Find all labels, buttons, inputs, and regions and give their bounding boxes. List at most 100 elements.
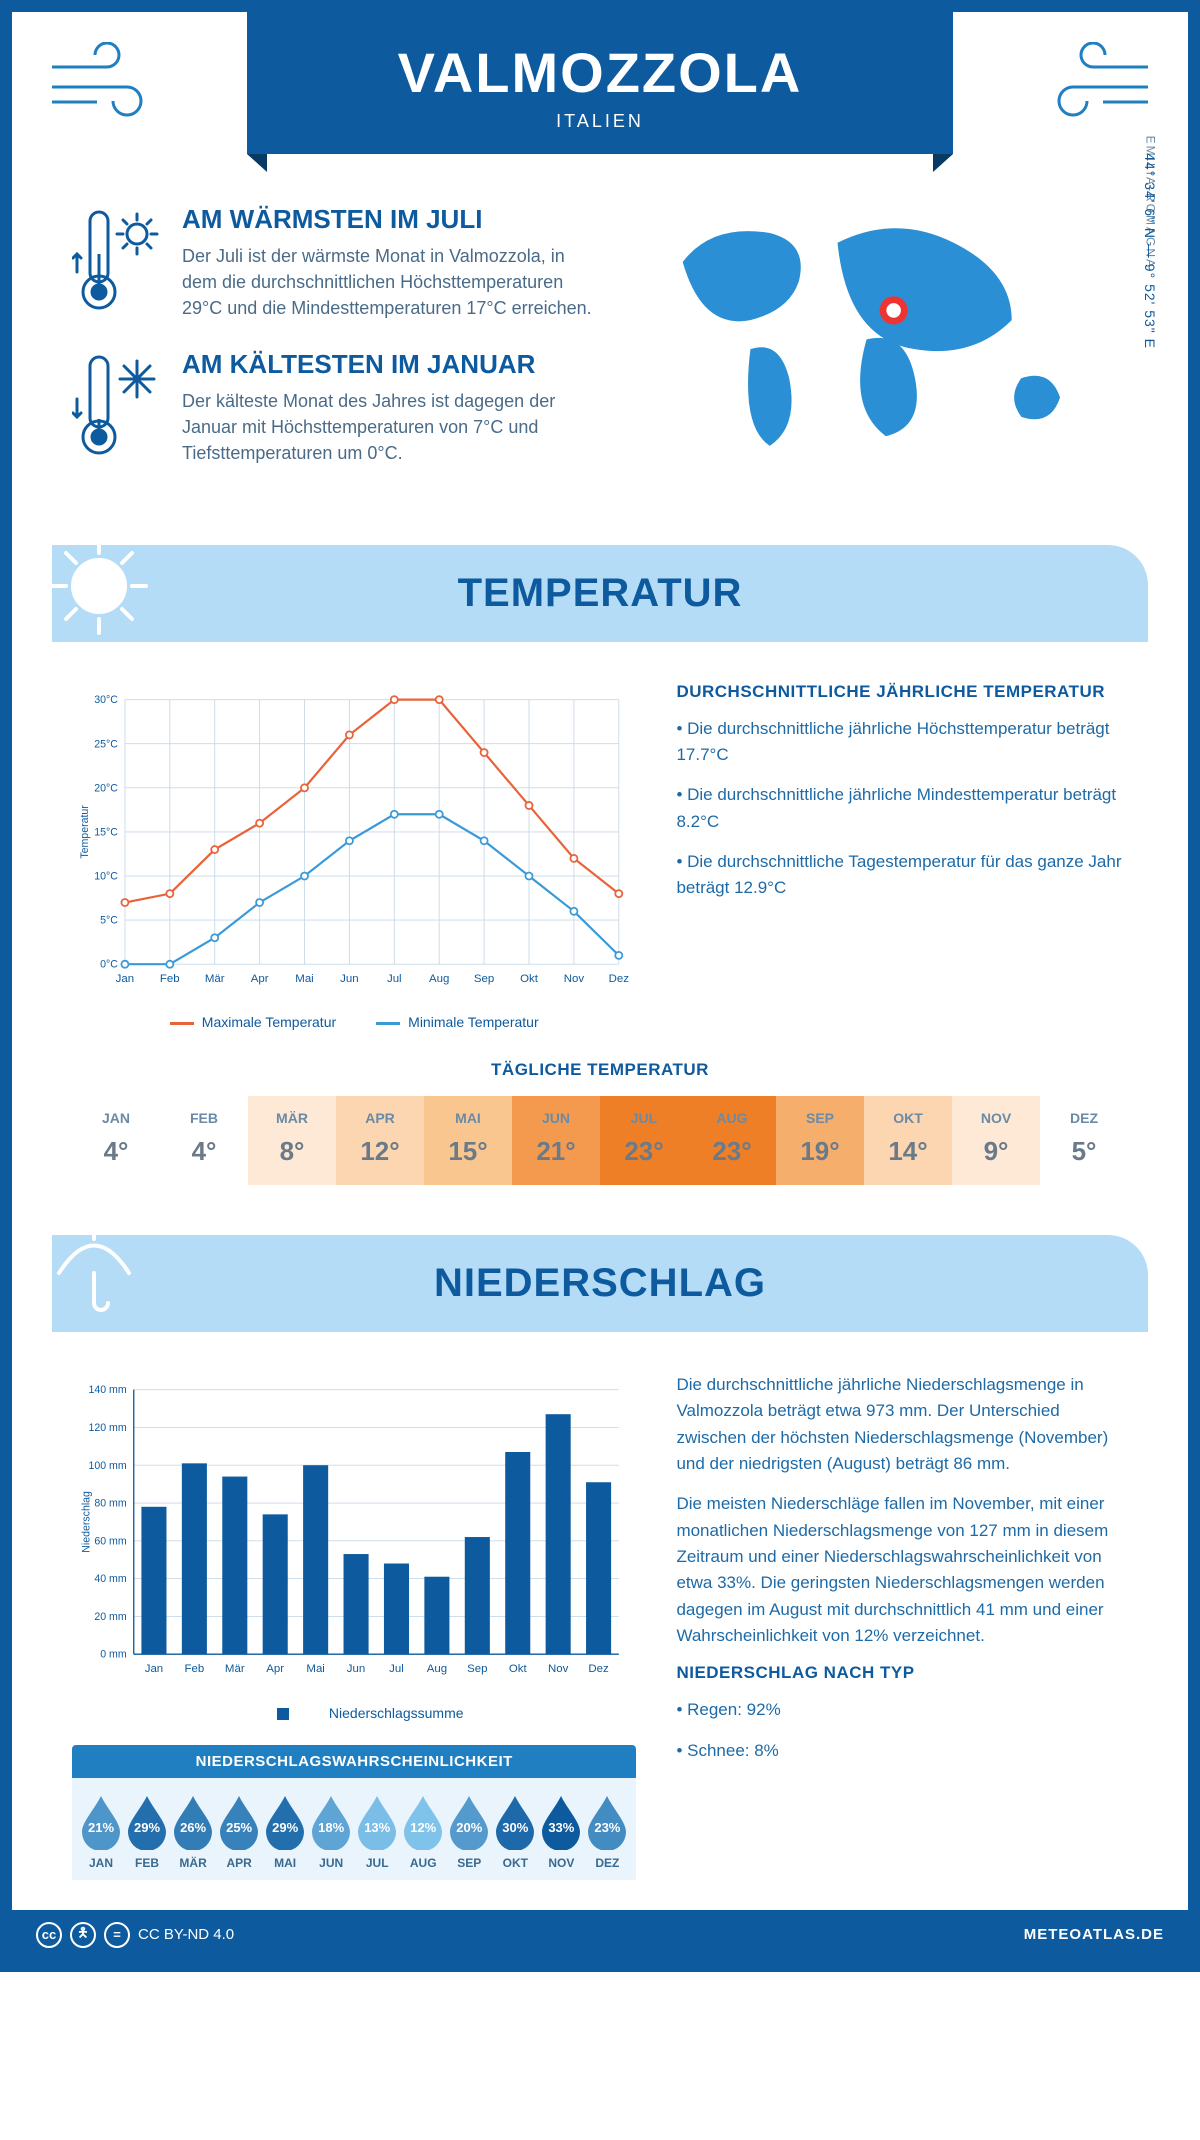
precip-type-heading: NIEDERSCHLAG NACH TYP (676, 1663, 1128, 1683)
svg-text:Nov: Nov (548, 1663, 569, 1675)
svg-text:Sep: Sep (467, 1663, 487, 1675)
wind-decoration-left-icon (42, 42, 162, 127)
daily-temp-cell: JUL23° (600, 1096, 688, 1185)
svg-text:Dez: Dez (609, 972, 630, 984)
site-name: METEOATLAS.DE (1024, 1926, 1164, 1943)
svg-text:80 mm: 80 mm (94, 1498, 127, 1510)
temperature-text-col: DURCHSCHNITTLICHE JÄHRLICHE TEMPERATUR •… (676, 682, 1128, 1030)
precip-probability-block: NIEDERSCHLAGSWAHRSCHEINLICHKEIT 21%JAN29… (72, 1745, 636, 1880)
temp-bullet-2: • Die durchschnittliche Tagestemperatur … (676, 849, 1128, 902)
svg-text:40 mm: 40 mm (94, 1573, 127, 1585)
temperature-legend: Maximale Temperatur Minimale Temperatur (72, 1014, 636, 1030)
svg-text:Feb: Feb (160, 972, 180, 984)
world-map-icon (644, 204, 1128, 456)
svg-text:Okt: Okt (520, 972, 539, 984)
intro-section: AM WÄRMSTEN IM JULI Der Juli ist der wär… (12, 154, 1188, 525)
svg-text:60 mm: 60 mm (94, 1535, 127, 1547)
svg-text:Feb: Feb (184, 1663, 204, 1675)
header-banner: VALMOZZOLA ITALIEN (247, 12, 953, 154)
daily-temperature-block: TÄGLICHE TEMPERATUR JAN4°FEB4°MÄR8°APR12… (12, 1050, 1188, 1215)
precip-prob-cell: 29%MAI (262, 1792, 308, 1870)
precip-prob-cell: 12%AUG (400, 1792, 446, 1870)
svg-text:120 mm: 120 mm (88, 1422, 126, 1434)
precip-prob-cell: 18%JUN (308, 1792, 354, 1870)
svg-text:Jul: Jul (387, 972, 402, 984)
precip-text-col: Die durchschnittliche jährliche Niedersc… (676, 1372, 1128, 1879)
svg-text:100 mm: 100 mm (88, 1460, 126, 1472)
svg-text:5°C: 5°C (100, 914, 118, 926)
fact-coldest: AM KÄLTESTEN IM JANUAR Der kälteste Mona… (72, 349, 604, 466)
precip-p1: Die durchschnittliche jährliche Niedersc… (676, 1372, 1128, 1477)
svg-text:Mär: Mär (205, 972, 225, 984)
thermometer-hot-icon (72, 204, 162, 321)
cc-icon: cc (36, 1922, 62, 1948)
section-title-temperature: TEMPERATUR (52, 571, 1148, 616)
svg-text:Temperatur: Temperatur (79, 804, 91, 858)
svg-text:0°C: 0°C (100, 958, 118, 970)
precip-prob-cell: 30%OKT (492, 1792, 538, 1870)
precip-row: 0 mm 20 mm 40 mm 60 mm 80 mm 100 mm 120 mm 140 … (12, 1352, 1188, 1899)
by-icon: 🯅 (70, 1922, 96, 1948)
legend-min: Minimale Temperatur (376, 1014, 538, 1030)
precip-legend: Niederschlagssumme (72, 1705, 636, 1721)
svg-text:Jul: Jul (389, 1663, 404, 1675)
svg-text:Mär: Mär (225, 1663, 245, 1675)
daily-temp-heading: TÄGLICHE TEMPERATUR (72, 1060, 1128, 1080)
precip-p2: Die meisten Niederschläge fallen im Nove… (676, 1491, 1128, 1649)
daily-temp-cell: NOV9° (952, 1096, 1040, 1185)
svg-text:Sep: Sep (474, 972, 494, 984)
fact-warmest: AM WÄRMSTEN IM JULI Der Juli ist der wär… (72, 204, 604, 321)
daily-temp-cell: MÄR8° (248, 1096, 336, 1185)
svg-text:140 mm: 140 mm (88, 1384, 126, 1396)
legend-precip: Niederschlagssumme (245, 1705, 464, 1721)
daily-temp-cell: JAN4° (72, 1096, 160, 1185)
intro-facts: AM WÄRMSTEN IM JULI Der Juli ist der wär… (72, 204, 604, 495)
svg-text:0 mm: 0 mm (100, 1649, 127, 1661)
svg-text:15°C: 15°C (94, 826, 118, 838)
license-block: cc 🯅 = CC BY-ND 4.0 (36, 1922, 234, 1948)
coordinates-label: 44° 34' 6" N — 9° 52' 53" E (1142, 153, 1158, 349)
temp-bullet-1: • Die durchschnittliche jährliche Mindes… (676, 782, 1128, 835)
fact-warm-body: Der Juli ist der wärmste Monat in Valmoz… (182, 243, 604, 321)
precip-prob-cell: 23%DEZ (584, 1792, 630, 1870)
svg-text:Apr: Apr (266, 1663, 284, 1675)
world-map-block: EMILIA-ROMAGNA 44° 34' 6" N — 9° 52' 53"… (644, 204, 1128, 495)
precip-prob-cell: 21%JAN (78, 1792, 124, 1870)
daily-temp-cell: DEZ5° (1040, 1096, 1128, 1185)
nd-icon: = (104, 1922, 130, 1948)
svg-text:Jun: Jun (347, 1663, 365, 1675)
svg-text:Jan: Jan (145, 1663, 163, 1675)
wind-decoration-right-icon (1038, 42, 1158, 127)
precip-chart-col: 0 mm 20 mm 40 mm 60 mm 80 mm 100 mm 120 mm 140 … (72, 1372, 636, 1879)
svg-text:Okt: Okt (509, 1663, 528, 1675)
page-title: VALMOZZOLA (247, 40, 953, 105)
page-subtitle: ITALIEN (247, 111, 953, 132)
daily-temp-cell: OKT14° (864, 1096, 952, 1185)
fact-cold-heading: AM KÄLTESTEN IM JANUAR (182, 349, 604, 380)
temp-bullet-0: • Die durchschnittliche jährliche Höchst… (676, 716, 1128, 769)
svg-text:Mai: Mai (306, 1663, 324, 1675)
precip-prob-cell: 33%NOV (538, 1792, 584, 1870)
svg-text:10°C: 10°C (94, 870, 118, 882)
svg-text:Jun: Jun (340, 972, 358, 984)
svg-text:Apr: Apr (251, 972, 269, 984)
svg-text:25°C: 25°C (94, 738, 118, 750)
precip-type-0: • Regen: 92% (676, 1697, 1128, 1723)
svg-text:Aug: Aug (429, 972, 449, 984)
svg-text:20°C: 20°C (94, 782, 118, 794)
svg-text:20 mm: 20 mm (94, 1611, 127, 1623)
fact-warm-heading: AM WÄRMSTEN IM JULI (182, 204, 604, 235)
footer: cc 🯅 = CC BY-ND 4.0 METEOATLAS.DE (12, 1910, 1188, 1960)
daily-temp-cell: APR12° (336, 1096, 424, 1185)
svg-text:Aug: Aug (427, 1663, 447, 1675)
daily-temp-cell: SEP19° (776, 1096, 864, 1185)
precip-prob-cell: 29%FEB (124, 1792, 170, 1870)
umbrella-icon (44, 1221, 144, 1326)
daily-temp-cell: FEB4° (160, 1096, 248, 1185)
precip-prob-row: 21%JAN29%FEB26%MÄR25%APR29%MAI18%JUN13%J… (72, 1778, 636, 1880)
svg-text:30°C: 30°C (94, 694, 118, 706)
daily-temp-cell: AUG23° (688, 1096, 776, 1185)
temp-text-heading: DURCHSCHNITTLICHE JÄHRLICHE TEMPERATUR (676, 682, 1128, 702)
svg-text:Mai: Mai (295, 972, 313, 984)
legend-max: Maximale Temperatur (170, 1014, 336, 1030)
